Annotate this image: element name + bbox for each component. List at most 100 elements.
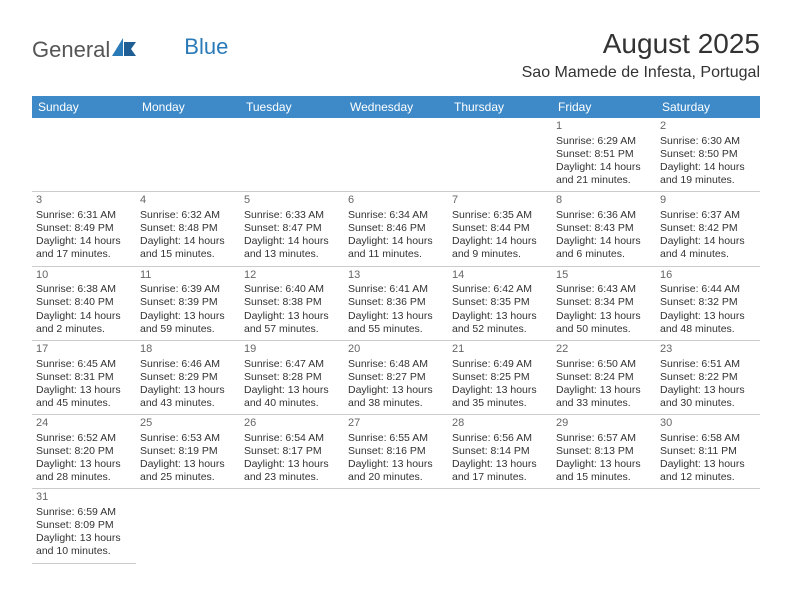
sunrise-text: Sunrise: 6:46 AM [140, 358, 236, 371]
calendar-cell: 9Sunrise: 6:37 AMSunset: 8:42 PMDaylight… [656, 192, 760, 266]
daylight-text: Daylight: 13 hours and 28 minutes. [36, 458, 132, 484]
day-number: 22 [556, 343, 652, 357]
sunset-text: Sunset: 8:38 PM [244, 296, 340, 309]
daylight-text: Daylight: 14 hours and 9 minutes. [452, 235, 548, 261]
calendar-cell: 4Sunrise: 6:32 AMSunset: 8:48 PMDaylight… [136, 192, 240, 266]
day-number: 5 [244, 194, 340, 208]
daylight-text: Daylight: 13 hours and 48 minutes. [660, 310, 756, 336]
daylight-text: Daylight: 14 hours and 21 minutes. [556, 161, 652, 187]
sunset-text: Sunset: 8:51 PM [556, 148, 652, 161]
day-number: 4 [140, 194, 236, 208]
daylight-text: Daylight: 13 hours and 20 minutes. [348, 458, 444, 484]
sunrise-text: Sunrise: 6:30 AM [660, 135, 756, 148]
sunset-text: Sunset: 8:34 PM [556, 296, 652, 309]
sunset-text: Sunset: 8:43 PM [556, 222, 652, 235]
sunrise-text: Sunrise: 6:39 AM [140, 283, 236, 296]
day-number: 30 [660, 417, 756, 431]
calendar-cell: 13Sunrise: 6:41 AMSunset: 8:36 PMDayligh… [344, 266, 448, 340]
sunrise-text: Sunrise: 6:50 AM [556, 358, 652, 371]
daylight-text: Daylight: 13 hours and 40 minutes. [244, 384, 340, 410]
calendar-row: 31Sunrise: 6:59 AMSunset: 8:09 PMDayligh… [32, 489, 760, 563]
daylight-text: Daylight: 13 hours and 25 minutes. [140, 458, 236, 484]
calendar-cell: 29Sunrise: 6:57 AMSunset: 8:13 PMDayligh… [552, 415, 656, 489]
sunset-text: Sunset: 8:13 PM [556, 445, 652, 458]
sunrise-text: Sunrise: 6:56 AM [452, 432, 548, 445]
sunset-text: Sunset: 8:36 PM [348, 296, 444, 309]
day-header: Sunday [32, 96, 136, 118]
calendar-cell: 30Sunrise: 6:58 AMSunset: 8:11 PMDayligh… [656, 415, 760, 489]
day-number: 18 [140, 343, 236, 357]
calendar-cell: 2Sunrise: 6:30 AMSunset: 8:50 PMDaylight… [656, 118, 760, 192]
sunset-text: Sunset: 8:19 PM [140, 445, 236, 458]
daylight-text: Daylight: 13 hours and 52 minutes. [452, 310, 548, 336]
day-number: 24 [36, 417, 132, 431]
sunset-text: Sunset: 8:44 PM [452, 222, 548, 235]
sunrise-text: Sunrise: 6:42 AM [452, 283, 548, 296]
calendar-cell: 15Sunrise: 6:43 AMSunset: 8:34 PMDayligh… [552, 266, 656, 340]
daylight-text: Daylight: 13 hours and 57 minutes. [244, 310, 340, 336]
calendar-cell: 14Sunrise: 6:42 AMSunset: 8:35 PMDayligh… [448, 266, 552, 340]
calendar-row: 10Sunrise: 6:38 AMSunset: 8:40 PMDayligh… [32, 266, 760, 340]
day-number: 29 [556, 417, 652, 431]
day-number: 9 [660, 194, 756, 208]
daylight-text: Daylight: 13 hours and 15 minutes. [556, 458, 652, 484]
calendar-cell: 6Sunrise: 6:34 AMSunset: 8:46 PMDaylight… [344, 192, 448, 266]
sunrise-text: Sunrise: 6:32 AM [140, 209, 236, 222]
calendar-cell-empty [344, 118, 448, 192]
daylight-text: Daylight: 13 hours and 43 minutes. [140, 384, 236, 410]
calendar-cell-empty [552, 489, 656, 563]
header: General Blue August 2025 Sao Mamede de I… [0, 0, 792, 90]
day-header: Monday [136, 96, 240, 118]
sunset-text: Sunset: 8:31 PM [36, 371, 132, 384]
day-number: 23 [660, 343, 756, 357]
sunrise-text: Sunrise: 6:43 AM [556, 283, 652, 296]
sunrise-text: Sunrise: 6:44 AM [660, 283, 756, 296]
calendar-cell: 12Sunrise: 6:40 AMSunset: 8:38 PMDayligh… [240, 266, 344, 340]
calendar-cell: 27Sunrise: 6:55 AMSunset: 8:16 PMDayligh… [344, 415, 448, 489]
day-number: 12 [244, 269, 340, 283]
calendar-cell: 26Sunrise: 6:54 AMSunset: 8:17 PMDayligh… [240, 415, 344, 489]
sunset-text: Sunset: 8:09 PM [36, 519, 132, 532]
daylight-text: Daylight: 13 hours and 33 minutes. [556, 384, 652, 410]
daylight-text: Daylight: 13 hours and 55 minutes. [348, 310, 444, 336]
calendar-cell: 25Sunrise: 6:53 AMSunset: 8:19 PMDayligh… [136, 415, 240, 489]
calendar-row: 24Sunrise: 6:52 AMSunset: 8:20 PMDayligh… [32, 415, 760, 489]
calendar-cell-empty [240, 489, 344, 563]
calendar-row: 17Sunrise: 6:45 AMSunset: 8:31 PMDayligh… [32, 340, 760, 414]
sunrise-text: Sunrise: 6:59 AM [36, 506, 132, 519]
day-number: 13 [348, 269, 444, 283]
sunrise-text: Sunrise: 6:52 AM [36, 432, 132, 445]
day-number: 21 [452, 343, 548, 357]
sunrise-text: Sunrise: 6:38 AM [36, 283, 132, 296]
calendar-cell-empty [32, 118, 136, 192]
day-number: 8 [556, 194, 652, 208]
day-number: 17 [36, 343, 132, 357]
day-number: 20 [348, 343, 444, 357]
calendar-cell: 7Sunrise: 6:35 AMSunset: 8:44 PMDaylight… [448, 192, 552, 266]
calendar-cell: 18Sunrise: 6:46 AMSunset: 8:29 PMDayligh… [136, 340, 240, 414]
sunrise-text: Sunrise: 6:47 AM [244, 358, 340, 371]
daylight-text: Daylight: 13 hours and 50 minutes. [556, 310, 652, 336]
calendar-cell: 16Sunrise: 6:44 AMSunset: 8:32 PMDayligh… [656, 266, 760, 340]
sunrise-text: Sunrise: 6:58 AM [660, 432, 756, 445]
calendar-cell: 5Sunrise: 6:33 AMSunset: 8:47 PMDaylight… [240, 192, 344, 266]
sunset-text: Sunset: 8:49 PM [36, 222, 132, 235]
day-number: 16 [660, 269, 756, 283]
daylight-text: Daylight: 13 hours and 12 minutes. [660, 458, 756, 484]
sunset-text: Sunset: 8:35 PM [452, 296, 548, 309]
day-number: 2 [660, 120, 756, 134]
daylight-text: Daylight: 14 hours and 2 minutes. [36, 310, 132, 336]
daylight-text: Daylight: 14 hours and 19 minutes. [660, 161, 756, 187]
title-block: August 2025 Sao Mamede de Infesta, Portu… [522, 28, 760, 82]
calendar-cell: 1Sunrise: 6:29 AMSunset: 8:51 PMDaylight… [552, 118, 656, 192]
daylight-text: Daylight: 14 hours and 4 minutes. [660, 235, 756, 261]
sunrise-text: Sunrise: 6:51 AM [660, 358, 756, 371]
flag-icon [112, 36, 138, 62]
calendar-cell: 22Sunrise: 6:50 AMSunset: 8:24 PMDayligh… [552, 340, 656, 414]
sunrise-text: Sunrise: 6:49 AM [452, 358, 548, 371]
calendar-cell: 21Sunrise: 6:49 AMSunset: 8:25 PMDayligh… [448, 340, 552, 414]
calendar-row: 3Sunrise: 6:31 AMSunset: 8:49 PMDaylight… [32, 192, 760, 266]
daylight-text: Daylight: 13 hours and 17 minutes. [452, 458, 548, 484]
day-number: 31 [36, 491, 132, 505]
logo-text-blue: Blue [184, 34, 228, 60]
